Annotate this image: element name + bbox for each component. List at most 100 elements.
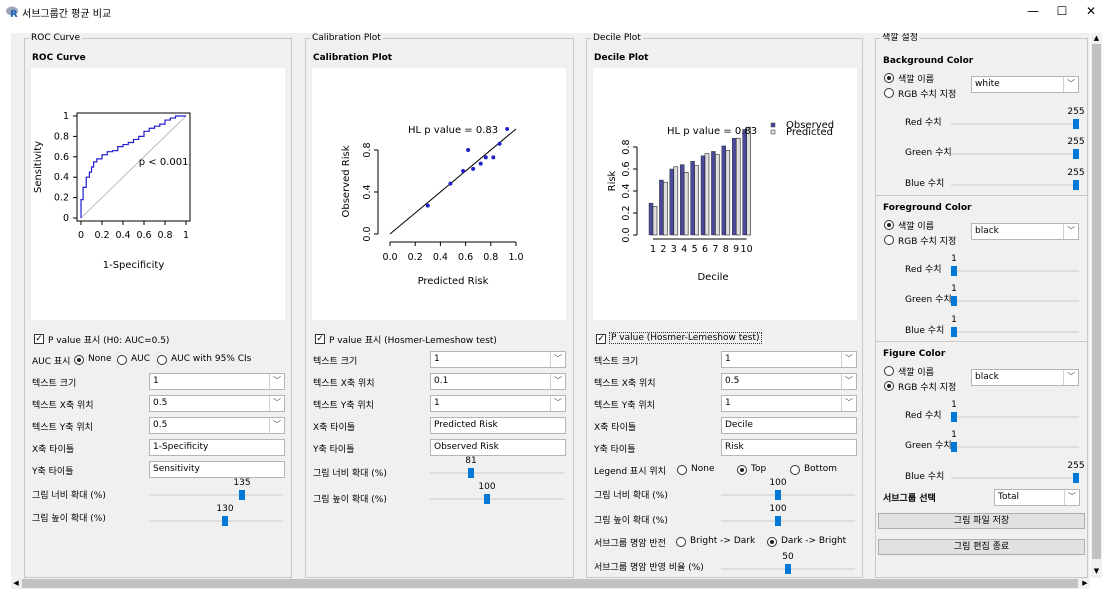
roc-text-x-select[interactable]: 0.5 ﹀ [149,395,285,412]
chevron-down-icon: ﹀ [550,374,565,389]
decile-invert-radio-bright[interactable] [676,537,686,547]
decile-annotation: HL p value = 0.83 [667,126,757,137]
svg-text:R: R [10,9,18,19]
decile-x-tick: 5 [692,244,698,255]
color-mode-rgb-radio[interactable] [884,235,894,245]
decile-group: Decile Plot Decile Plot 1 2 3 4 5 6 7 8 9 10 0.0 0.… [586,33,863,578]
roc-y-title-input[interactable]: Sensitivity [149,461,285,478]
decile-height-slider[interactable]: 100 [721,504,855,526]
chevron-down-icon: ﹀ [1063,370,1078,385]
green-slider[interactable]: 1 [951,430,1079,452]
color-mode-name-radio[interactable] [884,366,894,376]
calib-width-slider[interactable]: 81 [430,456,564,478]
decile-text-size-select[interactable]: 1 ﹀ [721,351,857,368]
calib-point [505,127,510,131]
roc-x-title-input[interactable]: 1-Specificity [149,439,285,456]
calib-height-slider[interactable]: 100 [430,482,564,504]
decile-x-title-input[interactable]: Decile [721,417,857,434]
maximize-button[interactable]: ☐ [1042,0,1082,24]
roc-auc-radio-auc[interactable] [117,355,127,365]
calib-x-title-label: X축 타이틀 [313,423,356,433]
color-mode-rgb-radio[interactable] [884,381,894,391]
decile-bar-observed [700,155,706,236]
window-title: 서브그룹간 평균 비교 [22,9,112,20]
chevron-down-icon: ﹀ [1063,224,1078,239]
close-button[interactable]: ✕ [1071,0,1111,24]
chevron-down-icon: ﹀ [550,396,565,411]
decile-y-tick: 0.2 [621,205,632,220]
roc-text-size-select[interactable]: 1 ﹀ [149,373,285,390]
green-slider[interactable]: 1 [951,284,1079,306]
color-mode-rgb-radio[interactable] [884,88,894,98]
calib-x-tick: 0.6 [458,252,473,263]
calib-width-label: 그림 너비 확대 (%) [313,469,387,479]
blue-slider[interactable]: 255 [951,461,1085,483]
color-mode-name-radio[interactable] [884,73,894,83]
chevron-down-icon: ﹀ [550,352,565,367]
main-content: ROC Curve ROC Curve 0 0.2 0.4 0.6 0.8 1 0 0.2 0.… [11,33,1090,578]
blue-slider[interactable]: 255 [951,168,1085,190]
decile-text-y-select[interactable]: 1 ﹀ [721,395,857,412]
scroll-left-icon[interactable]: ◀ [13,579,19,587]
calib-pvalue-checkbox[interactable]: ✓ [315,334,325,344]
decile-legend-radio-none[interactable] [677,465,687,475]
roc-auc-radio-ci[interactable] [157,355,167,365]
roc-auc-radio-none[interactable] [74,355,84,365]
scroll-up-icon[interactable]: ▲ [1093,34,1100,42]
calib-text-x-select[interactable]: 0.1 ﹀ [430,373,566,390]
red-slider[interactable]: 1 [951,400,1079,422]
decile-bar-observed [648,202,654,236]
roc-text-size-label: 텍스트 크기 [32,379,77,389]
decile-pvalue-checkbox[interactable]: ✓ [596,334,606,344]
calib-point [466,148,471,152]
color-name-select[interactable]: black ﹀ [971,369,1079,386]
roc-pvalue-checkbox[interactable]: ✓ [34,334,44,344]
red-slider[interactable]: 255 [951,107,1085,129]
decile-text-x-select[interactable]: 0.5 ﹀ [721,373,857,390]
decile-invert-label: 서브그룹 명암 반전 [594,539,666,549]
decile-width-slider[interactable]: 100 [721,478,855,500]
calib-diagonal [389,128,517,235]
decile-legend-opt-bottom: Bottom [804,464,838,474]
green-value-label: Green 수치 [905,148,952,158]
calib-text-y-select[interactable]: 1 ﹀ [430,395,566,412]
decile-bar-predicted [652,206,658,236]
color-name-select[interactable]: black ﹀ [971,223,1079,240]
vertical-scrollbar[interactable]: ▲ ▼ [1091,33,1102,578]
color-name-select[interactable]: white ﹀ [971,76,1079,93]
horizontal-scrollbar[interactable]: ◀ ▶ [11,578,1090,589]
decile-text-size-label: 텍스트 크기 [594,357,639,367]
horizontal-scroll-thumb[interactable] [22,579,1078,588]
decile-y-title-input[interactable]: Risk [721,439,857,456]
roc-height-slider[interactable]: 130 [149,504,283,526]
green-slider[interactable]: 255 [951,137,1085,159]
roc-text-y-select[interactable]: 0.5 ﹀ [149,417,285,434]
color-mode-name-radio[interactable] [884,220,894,230]
roc-width-slider[interactable]: 135 [149,478,283,500]
save-figure-button[interactable]: 그림 파일 저장 [878,513,1085,529]
color-mode-rgb-label: RGB 수치 지정 [898,90,957,100]
vertical-scroll-thumb[interactable] [1092,44,1101,559]
calib-y-title-input[interactable]: Observed Risk [430,439,566,456]
minimize-button[interactable]: — [1013,0,1053,24]
scroll-down-icon[interactable]: ▼ [1093,567,1100,575]
decile-legend-radio-top[interactable] [737,465,747,475]
decile-ratio-slider[interactable]: 50 [721,552,855,574]
decile-invert-radio-dark[interactable] [767,537,777,547]
decile-x-tick: 3 [671,244,677,255]
red-slider[interactable]: 1 [951,254,1079,276]
calib-annotation: HL p value = 0.83 [408,125,498,136]
color-group-title: 색깔 설정 [880,33,920,44]
decile-x-tick: 1 [650,244,656,255]
calib-text-size-select[interactable]: 1 ﹀ [430,351,566,368]
maximize-icon: ☐ [1056,4,1068,18]
subgroup-select[interactable]: Total ﹀ [994,489,1080,506]
calib-y-title-label: Y축 타이틀 [313,445,355,455]
exit-edit-button[interactable]: 그림 편집 종료 [878,539,1085,555]
calib-x-title-input[interactable]: Predicted Risk [430,417,566,434]
scroll-right-icon[interactable]: ▶ [1082,579,1088,587]
decile-x-tick: 10 [741,244,753,255]
calib-plot: 0.0 0.2 0.4 0.6 0.8 1.0 0.0 0.4 0.8 Predicted Ris… [312,68,566,320]
decile-legend-radio-bottom[interactable] [790,465,800,475]
blue-slider[interactable]: 1 [951,315,1079,337]
